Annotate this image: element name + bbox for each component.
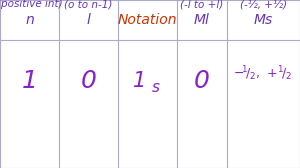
Text: 0: 0 [81, 69, 96, 93]
Text: (-½, +½): (-½, +½) [240, 0, 286, 9]
Text: (positive int): (positive int) [0, 0, 62, 9]
Text: (o to n-1): (o to n-1) [64, 0, 113, 9]
Text: Ms: Ms [254, 13, 273, 27]
Text: Ml: Ml [194, 13, 209, 27]
Text: (-l to +l): (-l to +l) [180, 0, 223, 9]
Text: Notation: Notation [117, 13, 177, 27]
Text: 1: 1 [22, 69, 37, 93]
Text: $-\!^1\!/_2$$,\,+\!^1\!/_2$: $-\!^1\!/_2$$,\,+\!^1\!/_2$ [233, 65, 293, 83]
Text: n: n [25, 13, 34, 27]
Text: 1: 1 [133, 71, 146, 91]
Text: l: l [87, 13, 90, 27]
Text: 0: 0 [194, 69, 209, 93]
Text: s: s [152, 80, 160, 95]
